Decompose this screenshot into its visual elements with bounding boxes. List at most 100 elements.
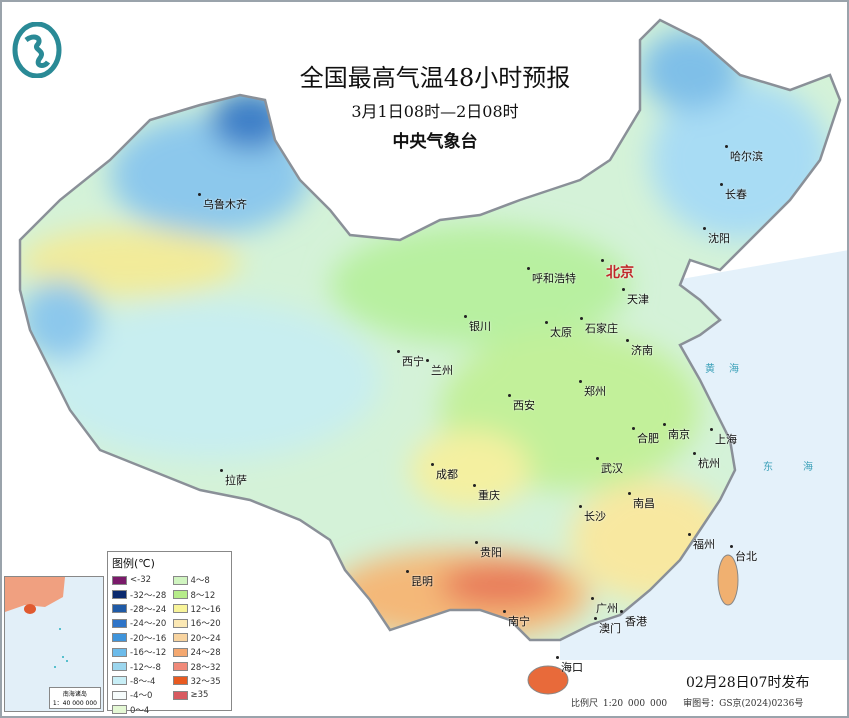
city-label: 重庆 [473, 484, 500, 502]
city-label: 成都 [431, 463, 458, 481]
city-label: 澳门 [594, 617, 621, 635]
city-label: 福州 [688, 533, 715, 551]
city-label: 兰州 [426, 359, 453, 377]
city-label: 南京 [663, 423, 690, 441]
legend-label: -12～-8 [130, 662, 161, 673]
taiwan-island [717, 554, 739, 606]
legend-title: 图例(℃) [112, 557, 155, 570]
city-label: 广州 [591, 597, 618, 615]
city-label: 杭州 [693, 452, 720, 470]
city-label: 哈尔滨 [725, 145, 763, 163]
legend-item: ≥35 [172, 688, 228, 702]
legend-label: -32～-28 [130, 590, 167, 601]
legend-label: 0～4 [130, 705, 150, 716]
city-label: 香港 [620, 610, 647, 628]
south-china-sea-inset: 南海诸岛 1：40 000 000 [4, 576, 104, 712]
legend-item: -4～0 [112, 688, 167, 702]
sea-label: 东海 [763, 462, 843, 473]
legend-label: ≥35 [190, 690, 209, 701]
legend-item: 24～28 [172, 645, 228, 659]
legend: 图例(℃) <-32 -32～-28 -28～-24 -24～-20 -20～-16 -1… [107, 551, 232, 716]
legend-label: -24～-20 [130, 619, 167, 630]
legend-swatch [112, 647, 127, 657]
city-label: 郑州 [579, 380, 606, 398]
legend-label: -20～-16 [130, 633, 167, 644]
legend-swatch [172, 618, 188, 628]
inset-map [5, 577, 68, 668]
legend-swatch [112, 690, 127, 700]
legend-item: -8～-4 [112, 674, 167, 688]
legend-swatch [172, 690, 188, 700]
legend-item: -28～-24 [112, 602, 167, 616]
legend-swatch [172, 662, 188, 672]
legend-label: -16～-12 [130, 648, 167, 659]
city-label: 南昌 [628, 492, 655, 510]
issuer: 中央气象台 [392, 132, 478, 152]
city-label: 北京 [601, 259, 634, 282]
legend-swatch [172, 575, 188, 585]
legend-item: -12～-8 [112, 659, 167, 673]
legend-swatch [172, 590, 188, 600]
legend-label: 8～12 [190, 590, 216, 601]
legend-swatch [112, 575, 127, 585]
legend-swatch [112, 590, 127, 600]
inset-caption: 南海诸岛 1：40 000 000 [48, 687, 101, 709]
city-label: 长沙 [579, 505, 606, 523]
legend-item: 32～35 [172, 674, 228, 688]
legend-swatch [112, 705, 127, 715]
legend-label: -8～-4 [130, 676, 156, 687]
legend-label: <-32 [130, 575, 152, 586]
legend-item: 0～4 [112, 703, 167, 717]
city-label: 石家庄 [580, 317, 618, 335]
city-label: 台北 [730, 545, 757, 563]
legend-item: 8～12 [172, 587, 228, 601]
legend-label: 24～28 [190, 648, 221, 659]
legend-label: 16～20 [190, 619, 221, 630]
city-label: 太原 [545, 321, 572, 339]
city-label: 银川 [464, 315, 491, 333]
city-label: 武汉 [596, 457, 623, 475]
legend-item: 20～24 [172, 631, 228, 645]
city-label: 南宁 [503, 610, 530, 628]
legend-item: -20～-16 [112, 631, 167, 645]
city-label: 贵阳 [475, 541, 502, 559]
city-label: 乌鲁木齐 [198, 193, 247, 211]
map-approval-number: 审图号：GS京(2024)0236号 [683, 699, 804, 709]
legend-item: 12～16 [172, 602, 228, 616]
inset-scale: 1：40 000 000 [52, 700, 97, 707]
legend-item: -24～-20 [112, 616, 167, 630]
city-label: 天津 [622, 288, 649, 306]
city-label: 海口 [556, 656, 583, 674]
legend-swatch [112, 662, 127, 672]
legend-swatch [172, 604, 188, 614]
footer: 比例尺 1:20 000 000 审图号：GS京(2024)0236号 [571, 696, 819, 709]
city-label: 济南 [626, 339, 653, 357]
legend-label: 28～32 [190, 662, 221, 673]
city-label: 沈阳 [703, 227, 730, 245]
legend-label: -4～0 [130, 691, 153, 702]
legend-swatch [112, 633, 127, 643]
legend-item: 4～8 [172, 573, 228, 587]
scale-text: 比例尺 1:20 000 000 [571, 699, 668, 709]
legend-swatch [172, 633, 188, 643]
issued-time: 02月28日07时发布 [686, 675, 810, 691]
legend-swatch [112, 676, 127, 686]
city-label: 上海 [710, 428, 737, 446]
sea-label: 黄海 [705, 364, 753, 375]
inset-title: 南海诸岛 [62, 691, 87, 698]
legend-label: 32～35 [190, 676, 221, 687]
forecast-period: 3月1日08时—2日08时 [351, 102, 519, 121]
legend-label: 4～8 [190, 576, 210, 587]
city-label: 拉萨 [220, 469, 247, 487]
legend-swatch [112, 618, 127, 628]
legend-item: 16～20 [172, 616, 228, 630]
legend-swatch [112, 604, 127, 614]
city-label: 西宁 [397, 350, 424, 368]
city-label: 长春 [720, 183, 747, 201]
city-label: 昆明 [406, 570, 433, 588]
legend-item: -16～-12 [112, 645, 167, 659]
map-title: 全国最高气温48小时预报 [299, 64, 571, 92]
cma-logo [12, 22, 62, 78]
